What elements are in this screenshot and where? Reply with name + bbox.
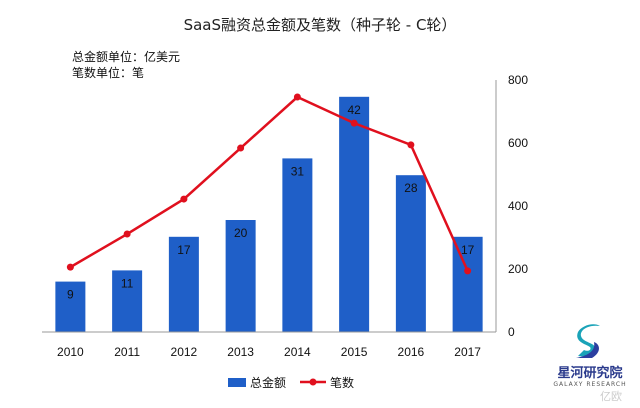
chart-title: SaaS融资总金额及笔数（种子轮 - C轮） <box>183 16 457 34</box>
bar-2011 <box>112 270 143 332</box>
bar-2014 <box>282 158 313 332</box>
count-point-2014 <box>293 93 301 101</box>
bar-2010 <box>55 281 86 332</box>
x-tick-2016: 2016 <box>398 345 425 359</box>
bar-label-2015: 42 <box>347 103 361 117</box>
x-tick-2012: 2012 <box>171 345 198 359</box>
amount-unit-note: 总金额单位：亿美元 <box>72 50 181 64</box>
bar-label-2014: 31 <box>291 164 305 178</box>
bar-2017 <box>452 236 483 332</box>
bar-2015 <box>339 96 370 332</box>
bar-label-2017: 17 <box>461 243 475 257</box>
legend-label-amount: 总金额 <box>250 375 286 390</box>
y-right-tick-800: 800 <box>508 73 528 87</box>
bar-label-2016: 28 <box>404 181 418 195</box>
x-tick-2014: 2014 <box>284 345 311 359</box>
bar-2012 <box>168 236 199 332</box>
x-tick-2011: 2011 <box>114 345 140 359</box>
bar-label-2011: 11 <box>121 276 134 290</box>
y-right-tick-0: 0 <box>508 325 515 339</box>
legend-marker-count <box>309 378 317 386</box>
legend-label-count: 笔数 <box>330 375 354 390</box>
galaxy-logo: 星河研究院 GALAXY RESEARCH <box>545 322 635 388</box>
count-unit-note: 笔数单位：笔 <box>72 66 145 80</box>
count-point-2015 <box>350 119 358 127</box>
x-tick-2015: 2015 <box>341 345 368 359</box>
x-tick-2017: 2017 <box>454 345 481 359</box>
count-point-2013 <box>237 144 245 152</box>
yiou-watermark: 亿欧 <box>600 390 622 403</box>
galaxy-logo-icon <box>576 324 600 358</box>
bar-label-2010: 9 <box>67 288 74 302</box>
bar-label-2012: 17 <box>177 243 191 257</box>
x-tick-2010: 2010 <box>57 345 84 359</box>
count-point-2017 <box>464 267 472 275</box>
count-point-2011 <box>123 230 131 238</box>
y-right-tick-400: 400 <box>508 199 528 213</box>
y-right-tick-600: 600 <box>508 136 528 150</box>
count-point-2016 <box>407 141 415 149</box>
count-point-2010 <box>66 263 74 271</box>
bar-label-2013: 20 <box>234 226 248 240</box>
count-line <box>69 95 469 272</box>
bar-2016 <box>395 175 426 332</box>
x-tick-2013: 2013 <box>227 345 254 359</box>
count-point-2012 <box>180 195 188 203</box>
legend-swatch-amount <box>228 378 246 387</box>
bar-2013 <box>225 220 256 332</box>
y-right-tick-200: 200 <box>508 262 528 276</box>
